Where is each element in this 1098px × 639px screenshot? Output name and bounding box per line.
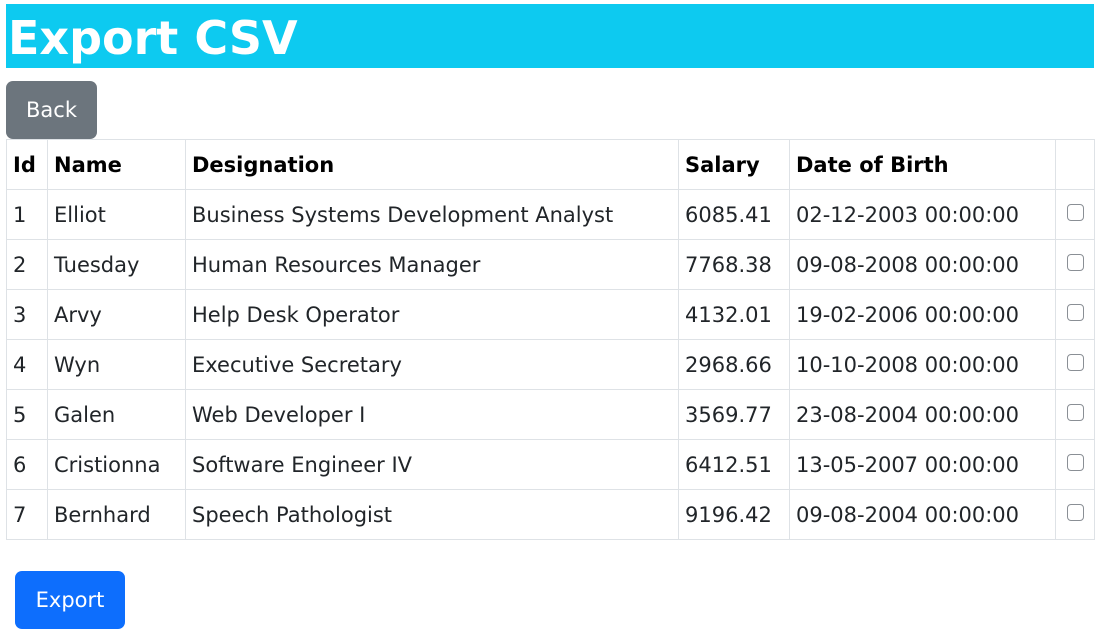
cell-date-of-birth: 09-08-2004 00:00:00 xyxy=(789,489,1056,540)
row-select-checkbox[interactable] xyxy=(1066,204,1084,221)
cell-id: 7 xyxy=(6,489,48,540)
table-row: 4 Wyn Executive Secretary 2968.66 10-10-… xyxy=(6,339,1095,390)
cell-designation: Human Resources Manager xyxy=(185,239,679,290)
cell-name: Arvy xyxy=(47,289,186,340)
employee-table: Id Name Designation Salary Date of Birth… xyxy=(6,139,1095,540)
column-header-select xyxy=(1055,139,1095,190)
cell-name: Wyn xyxy=(47,339,186,390)
cell-designation: Executive Secretary xyxy=(185,339,679,390)
cell-select xyxy=(1055,489,1095,540)
cell-designation: Software Engineer IV xyxy=(185,439,679,490)
cell-id: 6 xyxy=(6,439,48,490)
cell-salary: 2968.66 xyxy=(678,339,790,390)
row-select-checkbox[interactable] xyxy=(1066,504,1084,521)
column-header-salary: Salary xyxy=(678,139,790,190)
cell-salary: 9196.42 xyxy=(678,489,790,540)
cell-designation: Web Developer I xyxy=(185,389,679,440)
cell-designation: Speech Pathologist xyxy=(185,489,679,540)
table-row: 2 Tuesday Human Resources Manager 7768.3… xyxy=(6,239,1095,290)
cell-date-of-birth: 02-12-2003 00:00:00 xyxy=(789,189,1056,240)
cell-salary: 6085.41 xyxy=(678,189,790,240)
table-row: 1 Elliot Business Systems Development An… xyxy=(6,189,1095,240)
cell-date-of-birth: 10-10-2008 00:00:00 xyxy=(789,339,1056,390)
row-select-checkbox[interactable] xyxy=(1066,454,1084,471)
cell-date-of-birth: 09-08-2008 00:00:00 xyxy=(789,239,1056,290)
cell-name: Elliot xyxy=(47,189,186,240)
table-header-row: Id Name Designation Salary Date of Birth xyxy=(6,139,1095,190)
table-row: 7 Bernhard Speech Pathologist 9196.42 09… xyxy=(6,489,1095,540)
cell-name: Bernhard xyxy=(47,489,186,540)
row-select-checkbox[interactable] xyxy=(1066,304,1084,321)
cell-select xyxy=(1055,439,1095,490)
cell-id: 3 xyxy=(6,289,48,340)
table-row: 5 Galen Web Developer I 3569.77 23-08-20… xyxy=(6,389,1095,440)
cell-name: Tuesday xyxy=(47,239,186,290)
cell-designation: Help Desk Operator xyxy=(185,289,679,340)
cell-name: Cristionna xyxy=(47,439,186,490)
row-select-checkbox[interactable] xyxy=(1066,404,1084,421)
export-button[interactable]: Export xyxy=(15,571,125,629)
table-row: 6 Cristionna Software Engineer IV 6412.5… xyxy=(6,439,1095,490)
cell-salary: 7768.38 xyxy=(678,239,790,290)
cell-date-of-birth: 13-05-2007 00:00:00 xyxy=(789,439,1056,490)
row-select-checkbox[interactable] xyxy=(1066,254,1084,271)
cell-id: 4 xyxy=(6,339,48,390)
cell-date-of-birth: 19-02-2006 00:00:00 xyxy=(789,289,1056,340)
column-header-id: Id xyxy=(6,139,48,190)
cell-id: 1 xyxy=(6,189,48,240)
cell-designation: Business Systems Development Analyst xyxy=(185,189,679,240)
cell-select xyxy=(1055,339,1095,390)
cell-salary: 4132.01 xyxy=(678,289,790,340)
page-header: Export CSV xyxy=(6,4,1094,68)
table-row: 3 Arvy Help Desk Operator 4132.01 19-02-… xyxy=(6,289,1095,340)
page-title: Export CSV xyxy=(8,11,298,65)
cell-name: Galen xyxy=(47,389,186,440)
row-select-checkbox[interactable] xyxy=(1066,354,1084,371)
cell-select xyxy=(1055,289,1095,340)
cell-date-of-birth: 23-08-2004 00:00:00 xyxy=(789,389,1056,440)
cell-select xyxy=(1055,189,1095,240)
column-header-name: Name xyxy=(47,139,186,190)
cell-select xyxy=(1055,239,1095,290)
cell-select xyxy=(1055,389,1095,440)
cell-salary: 3569.77 xyxy=(678,389,790,440)
cell-id: 5 xyxy=(6,389,48,440)
back-button[interactable]: Back xyxy=(6,81,97,139)
cell-salary: 6412.51 xyxy=(678,439,790,490)
column-header-date-of-birth: Date of Birth xyxy=(789,139,1056,190)
column-header-designation: Designation xyxy=(185,139,679,190)
cell-id: 2 xyxy=(6,239,48,290)
